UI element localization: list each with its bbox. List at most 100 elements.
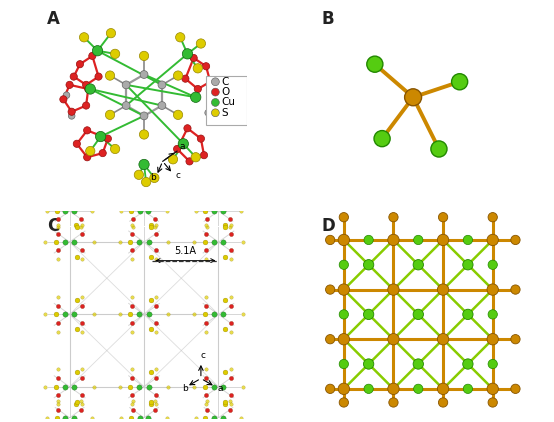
Circle shape — [414, 235, 423, 245]
Circle shape — [511, 384, 520, 393]
Text: C: C — [47, 217, 59, 235]
Circle shape — [207, 78, 214, 85]
Circle shape — [326, 335, 335, 344]
Circle shape — [122, 81, 130, 89]
Circle shape — [326, 384, 335, 393]
Circle shape — [140, 70, 148, 78]
Circle shape — [487, 333, 499, 345]
Circle shape — [173, 145, 181, 153]
Circle shape — [388, 234, 399, 246]
Circle shape — [139, 160, 149, 170]
Text: O: O — [222, 87, 230, 97]
Circle shape — [99, 149, 106, 157]
Circle shape — [93, 46, 102, 56]
Text: A: A — [47, 11, 60, 28]
Circle shape — [205, 109, 212, 116]
Circle shape — [438, 213, 448, 222]
Circle shape — [438, 284, 449, 295]
Circle shape — [212, 78, 219, 86]
Circle shape — [140, 130, 148, 139]
Circle shape — [63, 92, 70, 98]
Circle shape — [326, 285, 335, 294]
Circle shape — [438, 333, 449, 345]
Text: S: S — [222, 108, 228, 118]
Circle shape — [339, 260, 348, 269]
Text: c: c — [201, 351, 206, 360]
Circle shape — [191, 92, 201, 103]
Circle shape — [463, 359, 473, 369]
Text: B: B — [321, 11, 334, 28]
Circle shape — [84, 154, 91, 161]
Circle shape — [95, 131, 106, 142]
Circle shape — [60, 96, 67, 103]
Circle shape — [184, 124, 191, 132]
Circle shape — [463, 260, 473, 270]
Circle shape — [488, 360, 497, 369]
Text: C: C — [222, 77, 229, 87]
Circle shape — [414, 384, 423, 393]
Circle shape — [463, 235, 473, 245]
Circle shape — [150, 173, 159, 183]
Circle shape — [438, 383, 449, 395]
Circle shape — [191, 153, 201, 162]
Circle shape — [339, 213, 348, 222]
Circle shape — [140, 112, 148, 120]
Circle shape — [363, 309, 374, 319]
FancyBboxPatch shape — [206, 76, 248, 125]
Circle shape — [338, 284, 350, 295]
Text: D: D — [321, 217, 335, 235]
Circle shape — [339, 360, 348, 369]
Circle shape — [212, 88, 219, 96]
Circle shape — [511, 335, 520, 344]
Circle shape — [134, 170, 143, 179]
Circle shape — [487, 284, 499, 295]
Circle shape — [182, 75, 189, 82]
Circle shape — [193, 64, 202, 73]
Circle shape — [105, 71, 115, 80]
Circle shape — [388, 383, 399, 395]
Circle shape — [488, 398, 497, 407]
Circle shape — [186, 158, 193, 165]
Circle shape — [212, 98, 219, 106]
Text: b: b — [182, 384, 188, 393]
Circle shape — [176, 32, 185, 42]
Circle shape — [95, 73, 102, 80]
Text: c: c — [175, 171, 180, 180]
Circle shape — [211, 89, 218, 95]
Circle shape — [388, 333, 399, 345]
Circle shape — [201, 151, 208, 159]
Circle shape — [106, 29, 116, 38]
Circle shape — [140, 51, 148, 61]
Circle shape — [196, 39, 206, 48]
Circle shape — [413, 260, 423, 270]
Circle shape — [431, 141, 447, 157]
Circle shape — [86, 146, 95, 156]
Circle shape — [68, 108, 75, 115]
Circle shape — [83, 102, 90, 109]
Circle shape — [413, 359, 423, 369]
Circle shape — [488, 213, 497, 222]
Text: a: a — [179, 142, 184, 151]
Circle shape — [364, 235, 373, 245]
Circle shape — [182, 49, 193, 59]
Circle shape — [168, 154, 178, 164]
Circle shape — [389, 398, 398, 407]
Circle shape — [338, 234, 350, 246]
Circle shape — [85, 85, 92, 92]
Text: a: a — [218, 384, 223, 393]
Circle shape — [89, 52, 96, 60]
Circle shape — [194, 85, 202, 92]
Circle shape — [326, 235, 335, 245]
Circle shape — [190, 54, 197, 62]
Circle shape — [68, 113, 75, 119]
Circle shape — [197, 135, 204, 142]
Circle shape — [338, 333, 350, 345]
Circle shape — [438, 234, 449, 246]
Circle shape — [339, 398, 348, 407]
Circle shape — [110, 144, 120, 154]
Circle shape — [76, 61, 84, 68]
Circle shape — [122, 102, 130, 109]
Circle shape — [488, 260, 497, 269]
Circle shape — [487, 234, 499, 246]
Circle shape — [85, 84, 95, 94]
